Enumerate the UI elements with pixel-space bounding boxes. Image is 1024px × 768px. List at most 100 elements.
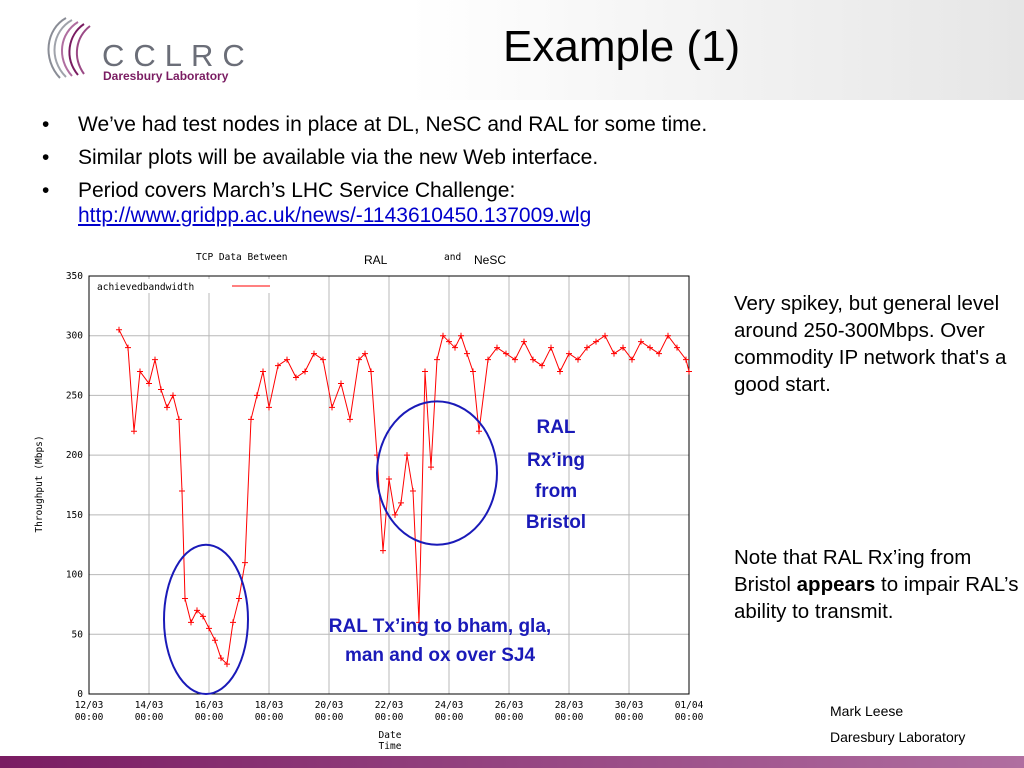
data-point <box>224 661 230 668</box>
data-point <box>464 350 470 357</box>
data-point <box>230 619 236 626</box>
y-tick-label: 50 <box>72 629 84 640</box>
data-point <box>293 374 299 381</box>
chart-title-to: NeSC <box>474 253 506 267</box>
x-axis-ticks: 12/03 00:00 14/03 00:00 16/03 00:00 18/03 00:00… <box>75 700 704 723</box>
x-tick-label: 22/03 00:00 <box>375 700 404 723</box>
data-point <box>575 356 581 363</box>
data-point <box>386 476 392 483</box>
x-axis-label: Date Time <box>379 730 402 752</box>
slide-header: CCLRC Daresbury Laboratory Example (1) <box>0 0 1024 100</box>
annotation-ellipse-rx <box>376 400 498 546</box>
cclrc-logo-icon <box>47 17 91 79</box>
chart-title: TCP Data Between <box>196 252 288 263</box>
data-point <box>440 332 446 339</box>
x-tick-label: 30/03 00:00 <box>615 700 644 723</box>
annotation-ellipse-tx <box>163 543 249 696</box>
data-point <box>674 344 680 351</box>
y-tick-label: 100 <box>66 570 83 581</box>
data-point <box>422 368 428 375</box>
data-point <box>176 416 182 423</box>
throughput-chart: TCP Data Between RAL and NeSC achievedba… <box>34 252 704 752</box>
y-tick-label: 200 <box>66 450 83 461</box>
data-point <box>665 332 671 339</box>
data-point <box>212 637 218 644</box>
data-point <box>557 368 563 375</box>
data-point <box>329 404 335 411</box>
data-point <box>320 356 326 363</box>
y-tick-label: 300 <box>66 331 83 342</box>
data-point <box>368 368 374 375</box>
bullet-text: We’ve had test nodes in place at DL, NeS… <box>78 113 708 136</box>
data-point <box>116 326 122 333</box>
series-achievedbandwidth <box>116 326 692 668</box>
data-point <box>302 368 308 375</box>
bullet-item: We’ve had test nodes in place at DL, NeS… <box>42 112 707 137</box>
y-tick-label: 250 <box>66 390 83 401</box>
note-2-after: to impair RAL’s ability to transmit. <box>734 573 1019 623</box>
legend-label: achievedbandwidth <box>97 282 194 293</box>
data-point <box>416 619 422 626</box>
note-2-bold: appears <box>796 573 876 596</box>
data-point <box>131 428 137 435</box>
data-point <box>164 404 170 411</box>
chart-annotations: RAL Tx’ing to bham, gla, man and ox over … <box>163 400 586 696</box>
data-point <box>566 350 572 357</box>
data-point <box>503 350 509 357</box>
data-point <box>380 547 386 554</box>
data-point <box>311 350 317 357</box>
x-tick-label: 26/03 00:00 <box>495 700 524 723</box>
note-impair: Note that RAL Rx’ing from Bristol appear… <box>734 544 1019 625</box>
challenge-link[interactable]: http://www.gridpp.ac.uk/news/-1143610450… <box>78 204 592 227</box>
data-point <box>347 416 353 423</box>
x-tick-label: 14/03 00:00 <box>135 700 164 723</box>
data-point <box>182 595 188 602</box>
data-point <box>194 607 200 614</box>
bullet-list: We’ve had test nodes in place at DL, NeS… <box>42 112 707 236</box>
logo-text: CCLRC <box>102 38 254 73</box>
data-point <box>410 487 416 494</box>
y-tick-label: 350 <box>66 271 83 282</box>
x-tick-label: 20/03 00:00 <box>315 700 344 723</box>
data-point <box>236 595 242 602</box>
data-point <box>266 404 272 411</box>
data-point <box>593 338 599 345</box>
x-tick-label: 12/03 00:00 <box>75 700 104 723</box>
y-axis-label: Throughput (Mbps) <box>34 435 45 532</box>
data-point <box>398 499 404 506</box>
chart-gridlines <box>88 275 690 695</box>
author-organisation: Daresbury Laboratory <box>830 729 966 745</box>
chart-title-and: and <box>444 252 461 263</box>
bullet-text: Similar plots will be available via the … <box>78 146 599 169</box>
annotation-label-rx: RAL Rx’ing from Bristol <box>526 417 586 533</box>
data-point <box>254 392 260 399</box>
data-point <box>620 344 626 351</box>
data-point <box>476 428 482 435</box>
chart-title-from: RAL <box>364 253 388 267</box>
data-point <box>179 487 185 494</box>
data-point <box>200 613 206 620</box>
data-point <box>146 380 152 387</box>
data-point <box>284 356 290 363</box>
data-point <box>428 464 434 471</box>
note-2-before: Note that RAL Rx’ing from Bristol <box>734 546 972 596</box>
data-point <box>485 356 491 363</box>
data-point <box>470 368 476 375</box>
data-point <box>275 362 281 369</box>
bullet-text: Period covers March’s LHC Service Challe… <box>78 179 516 202</box>
data-point <box>494 344 500 351</box>
data-point <box>512 356 518 363</box>
data-point <box>206 625 212 632</box>
x-tick-label: 16/03 00:00 <box>195 700 224 723</box>
data-point <box>362 350 368 357</box>
data-point <box>686 368 692 375</box>
data-point <box>137 368 143 375</box>
data-point <box>338 380 344 387</box>
data-point <box>584 344 590 351</box>
data-point <box>530 356 536 363</box>
y-axis-ticks: 0 50 100 150 200 250 300 350 <box>66 271 83 700</box>
data-point <box>452 344 458 351</box>
data-point <box>260 368 266 375</box>
note-spikey: Very spikey, but general level around 25… <box>734 292 1007 396</box>
plot-frame <box>88 275 690 695</box>
